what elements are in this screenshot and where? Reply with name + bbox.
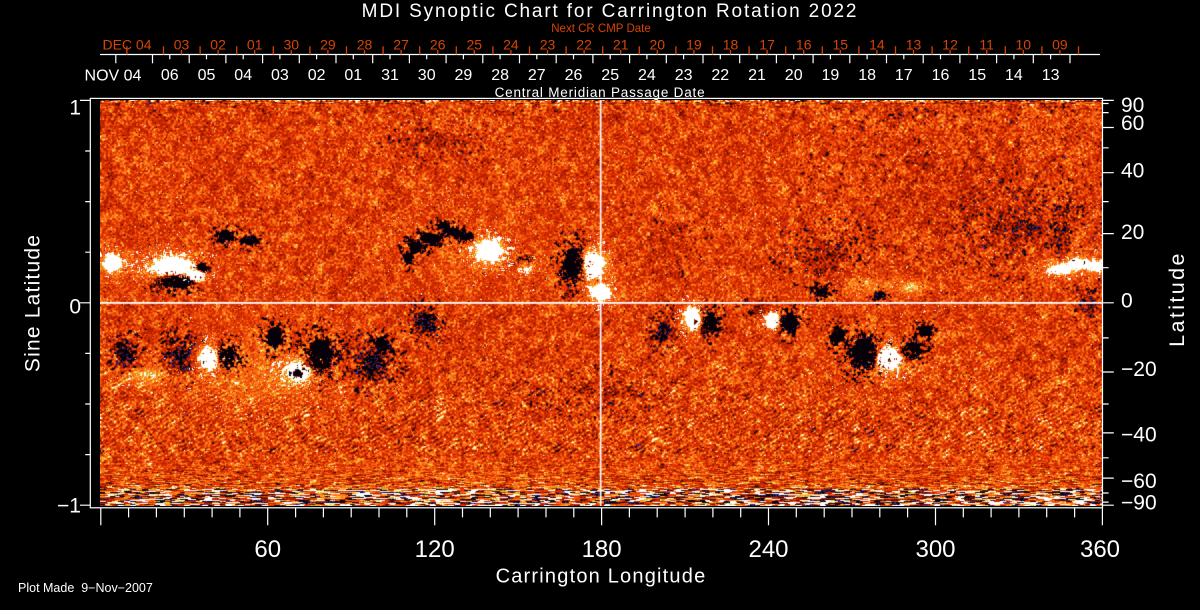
svg-text:01: 01 xyxy=(247,37,263,53)
svg-text:240: 240 xyxy=(748,536,788,563)
svg-text:02: 02 xyxy=(308,67,326,84)
svg-text:180: 180 xyxy=(582,536,622,563)
svg-text:13: 13 xyxy=(906,37,922,53)
svg-text:0: 0 xyxy=(1121,290,1133,313)
svg-text:09: 09 xyxy=(1052,37,1068,53)
svg-text:17: 17 xyxy=(895,67,913,84)
svg-text:20: 20 xyxy=(1121,221,1144,244)
svg-text:28: 28 xyxy=(357,37,373,53)
svg-text:18: 18 xyxy=(723,37,739,53)
svg-text:11: 11 xyxy=(979,37,994,53)
svg-text:0: 0 xyxy=(69,296,81,319)
svg-text:Next CR CMP Date: Next CR CMP Date xyxy=(551,23,650,35)
svg-text:−20: −20 xyxy=(1121,358,1157,381)
svg-text:25: 25 xyxy=(601,67,619,84)
svg-text:Sine Latitude: Sine Latitude xyxy=(22,234,45,372)
svg-text:−60: −60 xyxy=(1121,470,1157,493)
svg-text:MDI Synoptic Chart for Carring: MDI Synoptic Chart for Carrington Rotati… xyxy=(362,1,859,22)
svg-text:23: 23 xyxy=(540,37,556,53)
svg-text:90: 90 xyxy=(1121,94,1144,117)
svg-text:13: 13 xyxy=(1042,67,1060,84)
svg-text:1: 1 xyxy=(69,97,81,120)
svg-text:30: 30 xyxy=(418,67,436,84)
svg-text:06: 06 xyxy=(161,67,179,84)
svg-text:360: 360 xyxy=(1080,536,1120,563)
svg-text:19: 19 xyxy=(822,67,840,84)
svg-text:02: 02 xyxy=(210,37,226,53)
svg-text:14: 14 xyxy=(1005,67,1023,84)
svg-text:26: 26 xyxy=(565,67,583,84)
svg-text:27: 27 xyxy=(528,67,546,84)
svg-text:15: 15 xyxy=(968,67,986,84)
svg-text:19: 19 xyxy=(686,37,702,53)
svg-text:60: 60 xyxy=(1121,112,1144,135)
svg-text:27: 27 xyxy=(393,37,409,53)
svg-text:22: 22 xyxy=(711,67,729,84)
svg-text:20: 20 xyxy=(650,37,666,53)
svg-text:25: 25 xyxy=(467,37,483,53)
svg-text:17: 17 xyxy=(759,37,775,53)
svg-text:04: 04 xyxy=(234,67,252,84)
svg-text:−1: −1 xyxy=(57,495,81,518)
svg-text:40: 40 xyxy=(1121,160,1144,183)
svg-text:Carrington Longitude: Carrington Longitude xyxy=(496,566,707,588)
svg-text:29: 29 xyxy=(320,37,336,53)
svg-text:Plot Made 9−Nov−2007: Plot Made 9−Nov−2007 xyxy=(18,581,153,595)
svg-text:22: 22 xyxy=(576,37,592,53)
svg-text:16: 16 xyxy=(932,67,950,84)
svg-text:03: 03 xyxy=(271,67,289,84)
svg-text:16: 16 xyxy=(796,37,812,53)
svg-text:05: 05 xyxy=(198,67,216,84)
svg-text:21: 21 xyxy=(748,67,766,84)
svg-text:20: 20 xyxy=(785,67,803,84)
svg-text:−90: −90 xyxy=(1121,491,1157,514)
svg-text:26: 26 xyxy=(430,37,446,53)
svg-text:31: 31 xyxy=(381,67,399,84)
svg-text:−40: −40 xyxy=(1121,424,1157,447)
svg-text:21: 21 xyxy=(613,37,629,53)
svg-text:NOV 04: NOV 04 xyxy=(85,68,142,85)
svg-text:24: 24 xyxy=(638,67,656,84)
svg-text:24: 24 xyxy=(503,37,519,53)
svg-text:03: 03 xyxy=(174,37,190,53)
svg-text:300: 300 xyxy=(915,536,955,563)
svg-text:60: 60 xyxy=(254,536,281,563)
svg-text:Central Meridian Passage Date: Central Meridian Passage Date xyxy=(495,85,706,100)
svg-text:18: 18 xyxy=(858,67,876,84)
svg-text:29: 29 xyxy=(455,67,473,84)
svg-text:12: 12 xyxy=(942,37,958,53)
svg-text:28: 28 xyxy=(491,67,509,84)
svg-text:01: 01 xyxy=(344,67,362,84)
svg-text:15: 15 xyxy=(833,37,849,53)
svg-text:DEC 04: DEC 04 xyxy=(102,37,151,53)
svg-text:14: 14 xyxy=(869,37,885,53)
svg-text:30: 30 xyxy=(284,37,300,53)
svg-text:Latitude: Latitude xyxy=(1165,251,1189,347)
svg-text:120: 120 xyxy=(415,536,455,563)
svg-text:10: 10 xyxy=(1016,37,1032,53)
svg-text:23: 23 xyxy=(675,67,693,84)
